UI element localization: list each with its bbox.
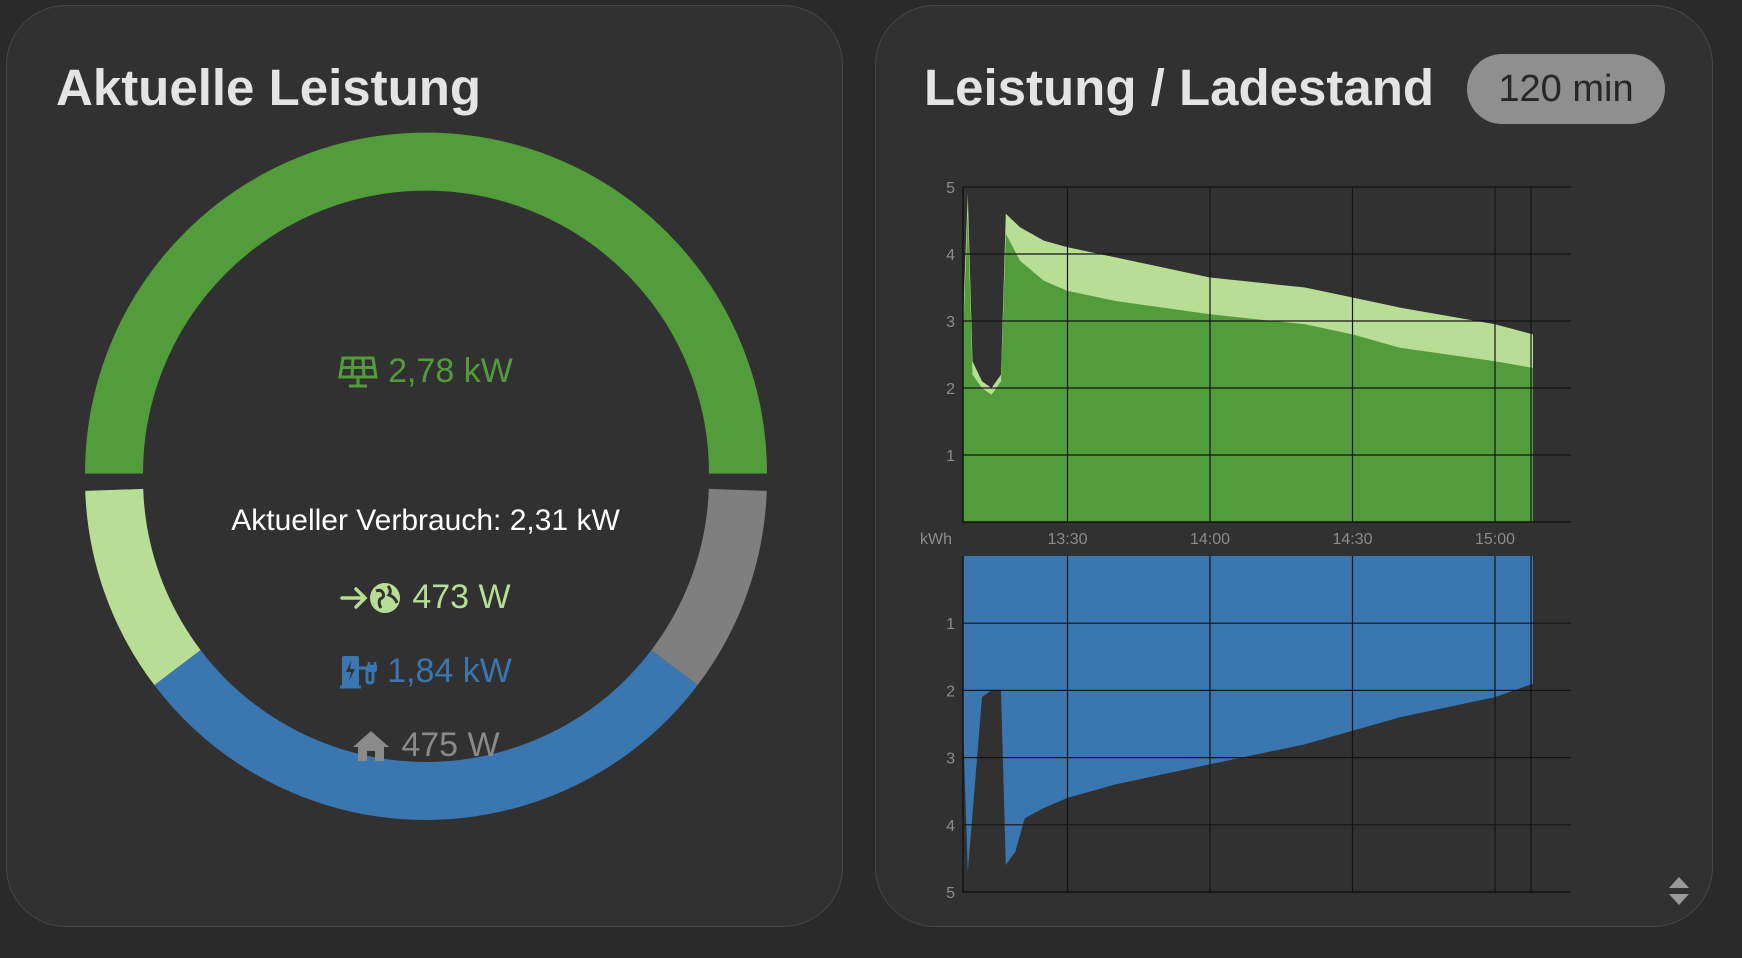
house-icon [351,729,391,763]
house-value: 475 W [401,726,500,764]
y-tick-label: 5 [946,180,955,197]
card-title: Leistung / Ladestand [924,59,1435,116]
x-tick-label: 14:30 [1332,531,1372,548]
charge-chart: 1 2 3 4 5 kWh [920,531,1571,902]
time-range-button[interactable]: 120 min [1467,54,1665,124]
x-tick-label: 15:00 [1475,531,1515,548]
solar-panel-icon [338,355,378,389]
y-tick-label: 4 [946,818,955,835]
battery-value: 1,84 kW [387,652,512,690]
power-chart: 1 2 3 4 5 13:30 14:00 14:30 15:00 [946,180,1571,548]
y-tick-label: 5 [946,885,955,902]
grid-arc [651,488,767,686]
charging-station-icon [339,654,378,690]
battery-stat: 1,84 kW [7,652,844,691]
x-tick-label: 14:00 [1190,531,1230,548]
current-power-card: Aktuelle Leistung 2,78 kW Aktueller Verb… [6,5,843,927]
battery-arc [154,649,698,820]
y-tick-label: 1 [946,448,955,465]
power-charge-card: Leistung / Ladestand 120 min 1 2 3 4 5 13:30 1… [875,5,1713,927]
y-tick-label: 2 [946,683,955,700]
y-tick-label: 3 [946,751,955,768]
sort-toggle-icon[interactable] [1666,874,1692,908]
solar-arc [85,132,767,474]
arrow-to-globe-icon [340,581,402,615]
house-stat: 475 W [7,726,844,765]
export-stat: 473 W [7,578,844,617]
consumption-stat: Aktueller Verbrauch: 2,31 kW [7,504,844,538]
solar-stat: 2,78 kW [7,352,844,391]
series-area-1 [963,213,1533,523]
x-tick-label: 13:30 [1047,531,1087,548]
y-tick-label: 3 [946,314,955,331]
consumption-label: Aktueller Verbrauch: 2,31 kW [231,504,620,537]
power-charge-charts: 1 2 3 4 5 13:30 14:00 14:30 15:00 1 2 3 4 5 kWh [920,180,1571,902]
export-value: 473 W [412,578,511,616]
y-tick-label: 4 [946,247,955,264]
power-gauge [85,132,767,820]
series-area-1 [963,556,1533,872]
export-arc [85,488,201,686]
card-title: Aktuelle Leistung [56,59,482,116]
solar-value: 2,78 kW [388,352,513,390]
y-tick-label: 2 [946,381,955,398]
y-axis-label: kWh [920,531,952,548]
y-tick-label: 1 [946,616,955,633]
